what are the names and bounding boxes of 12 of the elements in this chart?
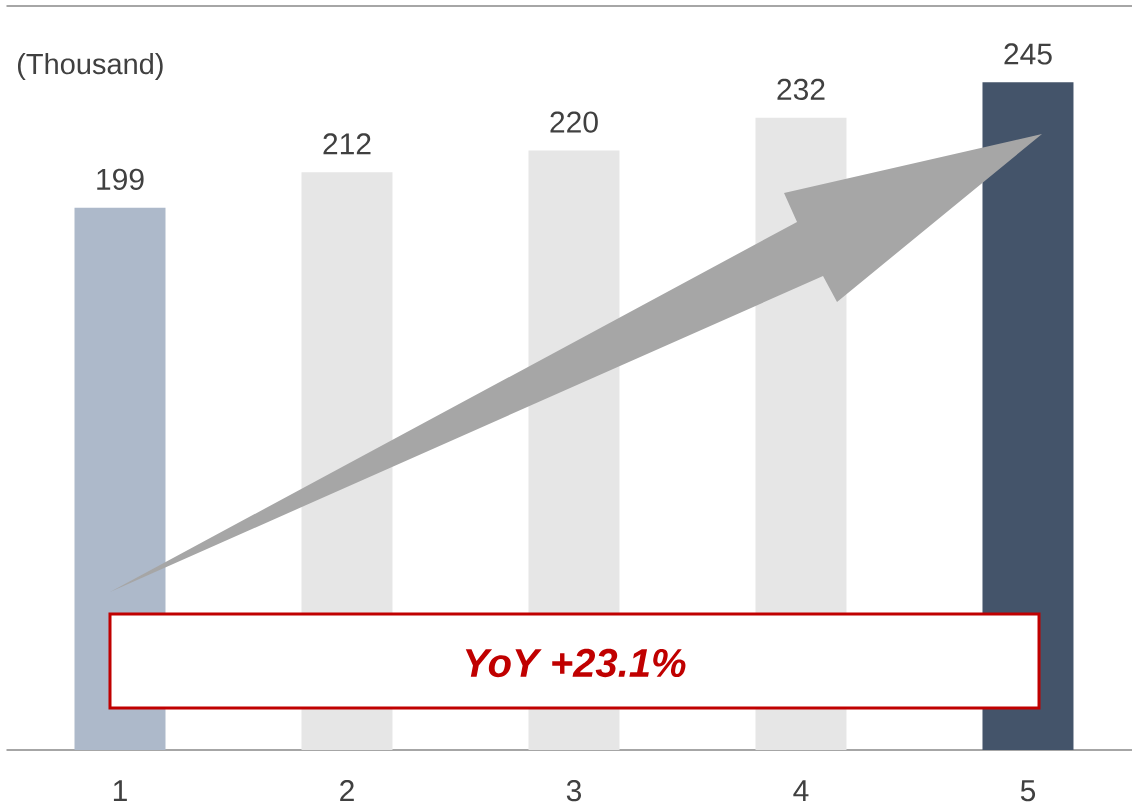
x-tick-label: 3 [566, 780, 582, 802]
y-axis-title: (Thousand) [18, 52, 163, 80]
x-tick-label: 1 [113, 780, 127, 801]
data-label: 212 [323, 133, 371, 155]
data-label: 199 [97, 168, 144, 190]
x-tick-label: 4 [793, 780, 809, 801]
x-tick-label: 2 [340, 780, 354, 801]
annotation: YoY +23.1% [465, 648, 686, 678]
data-label: 245 [1004, 43, 1052, 65]
x-tick-label: 5 [1020, 780, 1036, 802]
data-label: 232 [777, 78, 825, 101]
data-label: 220 [550, 111, 598, 133]
